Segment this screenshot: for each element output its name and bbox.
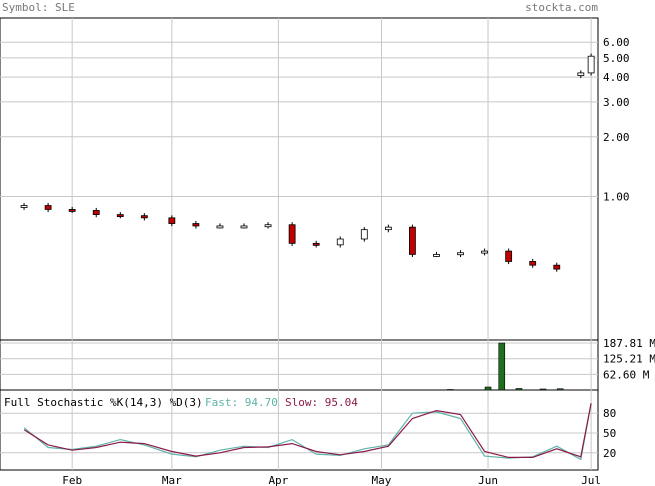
price-candle-body <box>433 254 440 257</box>
price-candle-body <box>92 210 100 215</box>
price-candle-body <box>68 209 76 212</box>
price-candle-body <box>505 250 513 262</box>
axis-labels: Feb Mar Apr May Jun Jul 6.00 5.00 4.00 3.00 2.00 1.… <box>62 36 655 486</box>
volume-bar <box>539 388 547 391</box>
price-candle-body <box>577 72 585 76</box>
price-tick-label: 3.00 <box>603 96 630 109</box>
volume-bar <box>498 342 506 391</box>
symbol-label: Symbol: SLE <box>2 1 75 14</box>
stoch-tick-label: 20 <box>603 447 616 460</box>
price-candle-body <box>20 205 28 208</box>
price-tick-label: 6.00 <box>603 36 630 49</box>
month-label: Mar <box>162 474 182 486</box>
month-label: Jun <box>478 474 498 486</box>
volume-bars <box>446 342 564 391</box>
grid <box>0 18 598 470</box>
volume-tick-label: 62.60 M <box>603 368 650 381</box>
price-tick-label: 4.00 <box>603 71 630 84</box>
price-candle-body <box>481 250 488 254</box>
month-label: Jul <box>581 474 601 486</box>
stoch-fast-label: Fast: 94.70 <box>205 396 278 409</box>
stoch-panel-frame <box>0 389 599 471</box>
price-candle-body <box>457 252 464 256</box>
volume-bar <box>446 389 454 391</box>
price-candle-body <box>264 224 272 228</box>
price-candles <box>20 53 595 272</box>
stoch-slow-label: Slow: 95.04 <box>285 396 358 409</box>
price-candle-body <box>44 205 52 210</box>
stoch-fast-line <box>23 403 592 461</box>
stoch-tick-label: 50 <box>603 427 616 440</box>
price-candle-body <box>288 224 296 244</box>
price-candle-body <box>587 55 595 74</box>
price-candle-body <box>336 238 344 246</box>
volume-tick-label: 125.21 M <box>603 353 655 366</box>
stoch-slow-line <box>23 403 592 458</box>
price-candle-body <box>409 226 416 255</box>
price-candle-body <box>360 229 368 240</box>
month-label: Feb <box>62 474 82 486</box>
price-tick-label: 5.00 <box>603 52 630 65</box>
price-candle-body <box>553 264 561 270</box>
price-tick-label: 1.00 <box>603 190 630 203</box>
volume-bar <box>556 388 564 391</box>
stoch-title: Full Stochastic %K(14,3) %D(3) <box>4 396 203 409</box>
price-candle-body <box>168 217 176 224</box>
site-label: stockta.com <box>525 1 598 14</box>
price-candle-body <box>384 226 392 231</box>
volume-bar <box>515 388 523 391</box>
price-candle-body <box>312 242 320 246</box>
price-panel-frame <box>0 17 599 341</box>
price-candle-body <box>240 225 248 229</box>
price-candle-body <box>140 215 148 219</box>
volume-tick-label: 187.81 M <box>603 337 655 350</box>
volume-panel-frame <box>0 339 599 391</box>
stoch-tick-label: 80 <box>603 407 616 420</box>
month-label: Apr <box>268 474 288 486</box>
price-candle-body <box>192 223 200 227</box>
price-candle-body <box>116 214 124 217</box>
price-candle-body <box>216 225 224 229</box>
price-candle-body <box>529 261 537 266</box>
price-tick-label: 2.00 <box>603 131 630 144</box>
month-label: May <box>372 474 392 486</box>
volume-bar <box>484 386 492 391</box>
stochastic-lines <box>23 403 592 461</box>
